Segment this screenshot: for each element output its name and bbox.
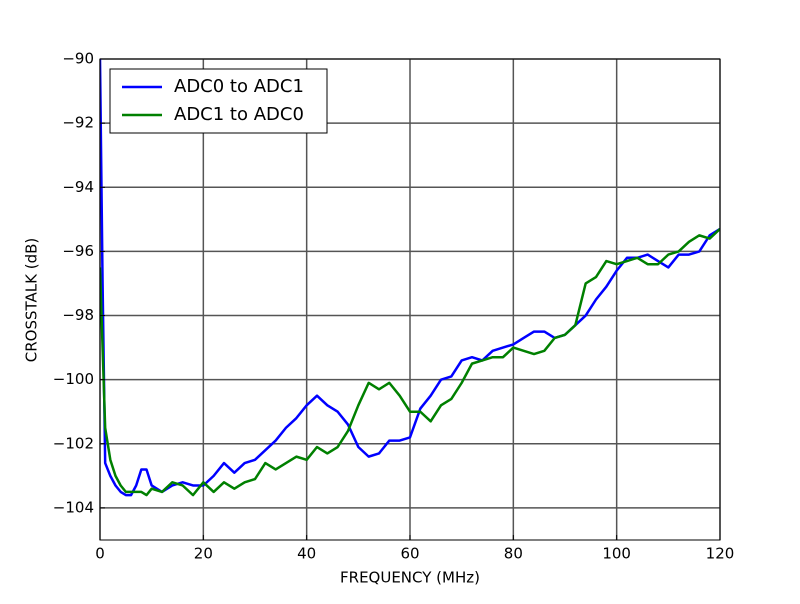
lines: [100, 59, 720, 497]
y-tick-label: −104: [53, 498, 94, 516]
ticks: 0 20 40 60 80 100 120 −104 −102 −100 −98 −96 −94 −92 −…: [53, 50, 735, 563]
legend-label: ADC1 to ADC0: [174, 104, 304, 125]
y-tick-label: −90: [62, 50, 94, 68]
x-tick-label: 20: [194, 545, 213, 563]
data-line: [100, 228, 720, 497]
x-tick-label: 0: [95, 545, 105, 563]
legend-box: [109, 68, 328, 134]
x-tick-label: 120: [706, 545, 735, 563]
x-tick-label: 40: [297, 545, 316, 563]
y-tick-label: −100: [53, 370, 94, 388]
x-tick-label: 60: [400, 545, 419, 563]
legend: ADC0 to ADC1 ADC1 to ADC0: [109, 68, 328, 134]
y-tick-label: −102: [53, 434, 94, 452]
y-tick-label: −92: [62, 114, 94, 132]
legend-label: ADC0 to ADC1: [174, 76, 304, 97]
x-axis-label: FREQUENCY (MHz): [340, 569, 480, 587]
y-tick-label: −98: [62, 306, 94, 324]
x-tick-label: 80: [504, 545, 523, 563]
data-line: [100, 59, 720, 497]
y-tick-label: −96: [62, 242, 94, 260]
y-axis-label: CROSSTALK (dB): [23, 238, 41, 362]
x-tick-label: 100: [602, 545, 631, 563]
y-tick-label: −94: [62, 178, 94, 196]
